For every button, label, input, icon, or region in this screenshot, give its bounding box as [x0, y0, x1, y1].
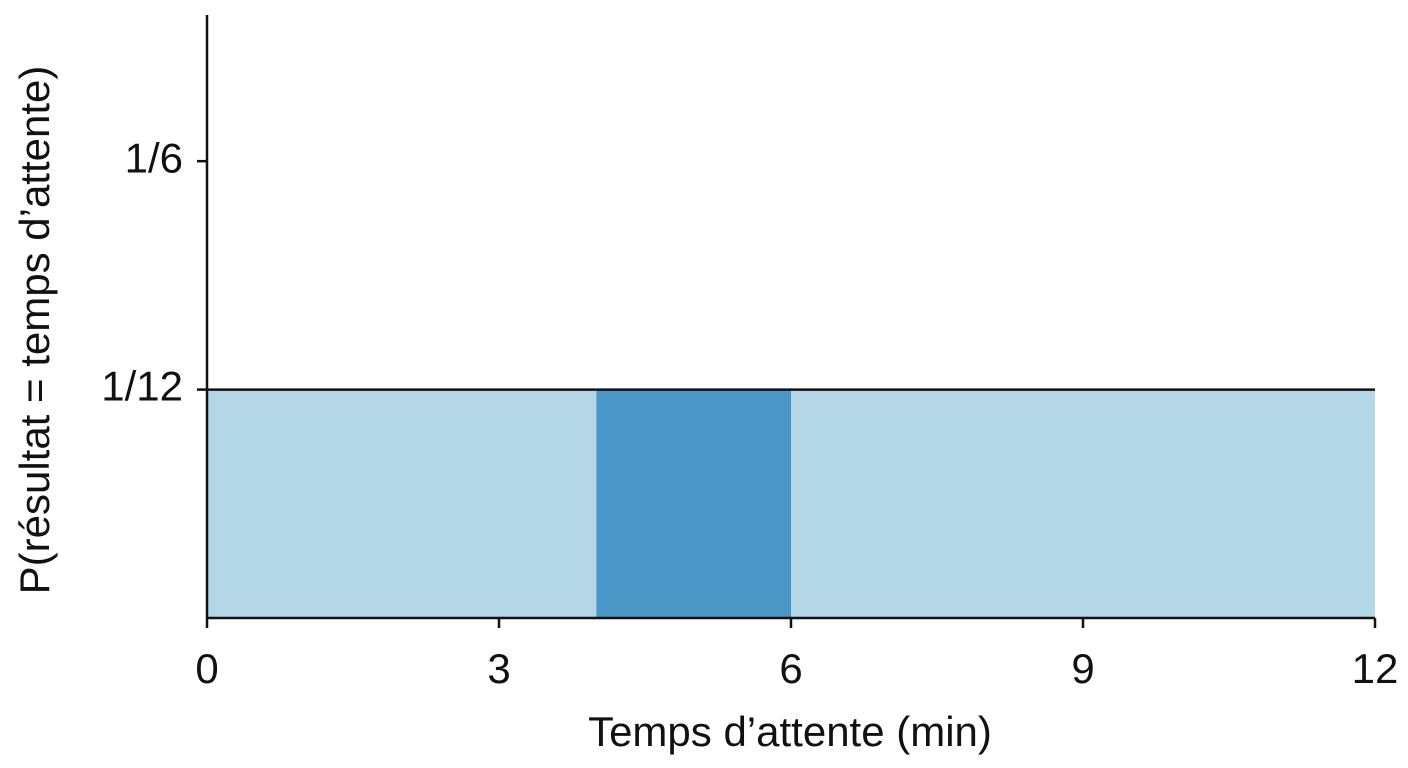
x-tick-label: 3: [487, 645, 510, 692]
x-tick-label: 6: [779, 645, 802, 692]
y-tick-label: 1/6: [125, 134, 183, 181]
y-tick-label: 1/12: [101, 363, 183, 410]
bar: [596, 389, 791, 618]
bar: [791, 389, 1375, 618]
x-axis-label: Temps d’attente (min): [588, 708, 992, 755]
x-tick-label: 9: [1071, 645, 1094, 692]
bar: [207, 389, 597, 618]
y-axis-label: P(résultat = temps d’attente): [11, 66, 58, 595]
x-tick-label: 12: [1352, 645, 1399, 692]
x-tick-label: 0: [195, 645, 218, 692]
